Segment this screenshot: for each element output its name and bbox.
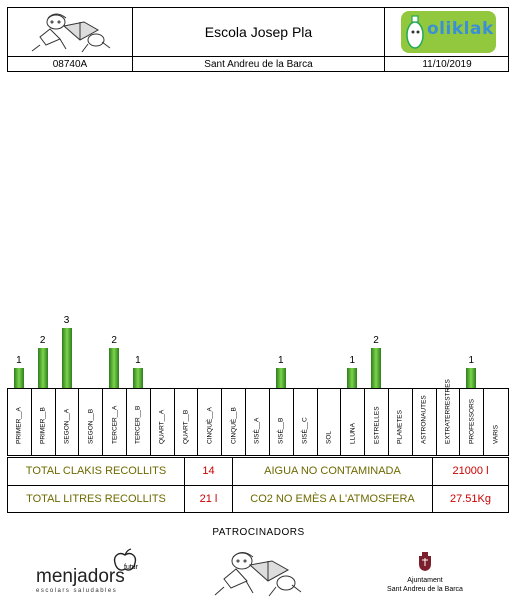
sponsors-title: PATROCINADORS xyxy=(212,527,305,538)
class-bar xyxy=(37,348,48,388)
water-label: AIGUA NO CONTAMINADA xyxy=(233,458,433,486)
header-logo-cell xyxy=(8,8,133,56)
kids-reading-logo xyxy=(31,13,111,53)
class-label: SISÈ__B xyxy=(277,417,285,444)
class-bar-value: 1 xyxy=(468,355,475,366)
class-label: ESTRELLES xyxy=(373,406,381,444)
water-value: 21000 l xyxy=(452,465,489,477)
postal-code: 08740A xyxy=(8,57,133,72)
class-label-cell: SISÈ__C xyxy=(294,389,318,455)
class-bar xyxy=(13,368,24,388)
council-line-1: Ajuntament xyxy=(407,577,443,584)
class-label: SEGON__B xyxy=(87,408,95,444)
header-title-cell: Escola Josep Pla xyxy=(133,8,385,56)
class-label: CINQUÈ__A xyxy=(206,407,214,444)
class-bar xyxy=(109,348,120,388)
council-logo: Ajuntament Sant Andreu de la Barca xyxy=(370,552,480,594)
class-label-cell: PLANETES xyxy=(389,389,413,455)
class-label-cell: QUART__B xyxy=(175,389,199,455)
co2-label: CO2 NO EMÈS A L'ATMOSFERA xyxy=(233,486,433,513)
class-bar-value: 1 xyxy=(349,355,356,366)
class-label: QUART__B xyxy=(182,409,190,444)
oliklak-logo: oliklak xyxy=(401,11,496,53)
class-bar-value: 2 xyxy=(39,335,46,346)
class-label-cell: LLUNA xyxy=(341,389,366,455)
class-bar-value: 2 xyxy=(373,335,379,346)
class-label: ASTRONAUTES xyxy=(420,395,428,444)
class-bar-value: 3 xyxy=(63,315,70,326)
town-name: Sant Andreu de la Barca xyxy=(133,57,385,72)
total-litres-label: TOTAL LITRES RECOLLITS xyxy=(8,486,185,513)
class-label: SISÈ__A xyxy=(253,417,261,444)
class-label-cell: PROFESSORS xyxy=(460,389,485,455)
class-label: CINQUÈ__B xyxy=(230,407,238,444)
class-label-cell: PRIMER__B xyxy=(32,389,56,455)
bottle-mascot-icon xyxy=(406,15,424,49)
class-label: EXTRATERRESTRES xyxy=(444,379,452,444)
class-label-cell: ASTRONAUTES xyxy=(413,389,437,455)
menjadors-subtitle: escolars saludables xyxy=(36,588,118,594)
class-label: SOL xyxy=(325,430,333,444)
total-clakis-value: 14 xyxy=(185,458,233,486)
class-label-cell: PRIMER__A xyxy=(8,389,32,455)
class-label: PRIMER__B xyxy=(39,407,47,444)
class-bar xyxy=(371,348,382,388)
header-top-row: Escola Josep Pla oliklak xyxy=(8,8,508,57)
school-name: Escola Josep Pla xyxy=(204,24,313,40)
class-bar-value: 1 xyxy=(16,355,22,366)
total-clakis-label: TOTAL CLAKIS RECOLLITS xyxy=(8,458,185,486)
class-label-cell: QUART__A xyxy=(151,389,175,455)
menjadors-name: menjadors xyxy=(36,566,125,587)
class-label-cell: SEGON__A xyxy=(56,389,80,455)
class-bar xyxy=(61,328,72,388)
class-bar xyxy=(466,368,477,388)
class-label-cell: TERCER__A xyxy=(103,389,128,455)
class-label: PRIMER__A xyxy=(15,407,23,444)
oliklak-wordmark: oliklak xyxy=(427,19,494,39)
class-bar xyxy=(275,368,286,388)
co2-value: 27.51Kg xyxy=(450,493,491,505)
class-bar xyxy=(347,368,358,388)
class-label: VARIS xyxy=(492,424,500,444)
class-label: LLUNA xyxy=(349,423,357,444)
class-bar-value: 1 xyxy=(135,355,141,366)
header-table: Escola Josep Pla oliklak 08740A Sant And… xyxy=(7,7,509,72)
class-labels-row: PRIMER__A PRIMER__B SEGON__A SEGON__B TERCER… xyxy=(7,379,509,456)
report-date: 11/10/2019 xyxy=(422,59,472,70)
class-label-cell: EXTRATERRESTRES xyxy=(437,379,461,455)
menjadors-logo: futur menjadors escolars saludables xyxy=(36,548,138,594)
total-litres-value: 21 l xyxy=(185,486,233,513)
totals-row-2: TOTAL LITRES RECOLLITS 21 l CO2 NO EMÈS … xyxy=(8,485,508,513)
class-bar-value: 2 xyxy=(111,335,117,346)
class-label-cell: SISÈ__A xyxy=(246,389,270,455)
header-info-row: 08740A Sant Andreu de la Barca 11/10/201… xyxy=(8,57,508,72)
class-bar-value: 1 xyxy=(278,355,284,366)
apple-icon xyxy=(113,548,137,571)
class-label-cell: CINQUÈ__A xyxy=(198,389,223,455)
class-label: QUART__A xyxy=(158,409,166,444)
header-brand-cell: oliklak xyxy=(385,8,509,56)
class-label-cell: SISÈ__B xyxy=(270,389,294,455)
totals-row-1: TOTAL CLAKIS RECOLLITS 14 AIGUA NO CONTA… xyxy=(8,458,508,486)
menjadors-tag: futur xyxy=(124,564,139,571)
class-label-cell: ESTRELLES xyxy=(365,389,389,455)
class-label-cell: SEGON__B xyxy=(79,389,104,455)
class-label: SISÈ__C xyxy=(301,417,309,444)
class-label: PLANETES xyxy=(396,410,404,444)
kids-reading-logo-footer xyxy=(214,552,302,597)
class-label-cell: TERCER__B xyxy=(127,389,151,455)
class-label: PROFESSORS xyxy=(468,398,476,444)
class-bar xyxy=(132,368,143,388)
council-line-2: Sant Andreu de la Barca xyxy=(387,586,463,593)
class-label: TERCER__A xyxy=(111,405,119,444)
totals-table: TOTAL CLAKIS RECOLLITS 14 AIGUA NO CONTA… xyxy=(7,457,509,513)
class-label-cell: VARIS xyxy=(484,389,508,455)
class-label-cell: SOL xyxy=(318,389,342,455)
class-label: SEGON__A xyxy=(63,408,71,444)
class-label-cell: CINQUÈ__B xyxy=(222,389,247,455)
class-bar-chart: PRIMER__A PRIMER__B SEGON__A SEGON__B TERCER… xyxy=(7,300,509,456)
council-shield-icon xyxy=(419,552,431,571)
class-label: TERCER__B xyxy=(134,405,142,444)
